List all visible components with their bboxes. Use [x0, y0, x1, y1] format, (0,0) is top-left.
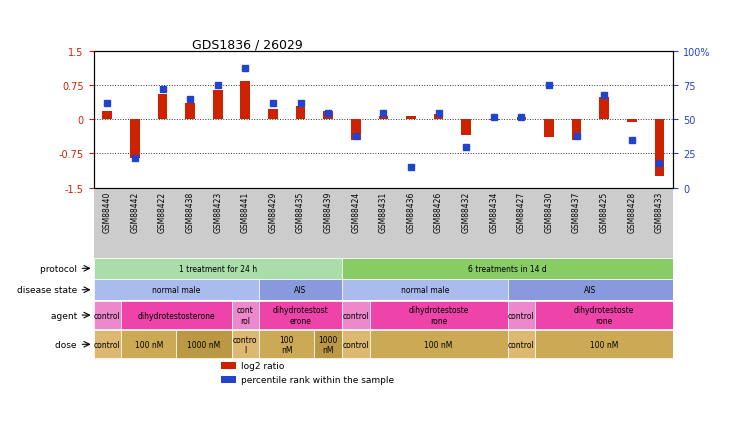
FancyBboxPatch shape — [370, 331, 508, 358]
FancyBboxPatch shape — [232, 331, 259, 358]
Text: 100 nM: 100 nM — [424, 340, 453, 349]
Bar — [295, 106, 305, 120]
FancyBboxPatch shape — [94, 331, 121, 358]
Text: GDS1836 / 26029: GDS1836 / 26029 — [192, 38, 303, 51]
Text: 100 nM: 100 nM — [135, 340, 163, 349]
Bar — [627, 120, 637, 122]
Text: dihydrotestost
erone: dihydrotestost erone — [273, 306, 328, 325]
Text: 1 treatment for 24 h: 1 treatment for 24 h — [179, 264, 257, 273]
Text: GSM88425: GSM88425 — [600, 191, 609, 233]
Bar — [186, 104, 195, 120]
Text: GSM88439: GSM88439 — [324, 191, 333, 233]
Bar — [406, 116, 416, 120]
Bar — [241, 82, 250, 120]
Text: control: control — [343, 311, 369, 320]
FancyBboxPatch shape — [342, 301, 370, 329]
FancyBboxPatch shape — [259, 331, 314, 358]
Text: dose: dose — [55, 340, 80, 349]
Bar — [221, 376, 236, 383]
FancyBboxPatch shape — [535, 301, 673, 329]
Text: GSM88431: GSM88431 — [378, 191, 388, 233]
FancyBboxPatch shape — [508, 301, 535, 329]
Text: control: control — [94, 340, 120, 349]
Text: GSM88429: GSM88429 — [269, 191, 278, 233]
Text: control: control — [508, 311, 535, 320]
Bar — [462, 120, 471, 136]
Text: GSM88442: GSM88442 — [130, 191, 139, 233]
Text: GSM88435: GSM88435 — [296, 191, 305, 233]
Bar — [221, 362, 236, 369]
Bar — [102, 112, 112, 120]
Bar — [434, 115, 444, 120]
Bar — [158, 95, 168, 120]
FancyBboxPatch shape — [342, 331, 370, 358]
Text: disease state: disease state — [16, 286, 80, 295]
Text: percentile rank within the sample: percentile rank within the sample — [242, 375, 394, 384]
Text: GSM88438: GSM88438 — [186, 191, 194, 233]
Bar — [213, 91, 223, 120]
Text: GSM88424: GSM88424 — [352, 191, 361, 233]
FancyBboxPatch shape — [314, 331, 342, 358]
Bar — [378, 116, 388, 120]
FancyBboxPatch shape — [259, 301, 342, 329]
Text: GSM88437: GSM88437 — [572, 191, 581, 233]
FancyBboxPatch shape — [370, 301, 508, 329]
Text: dihydrotestoste
rone: dihydrotestoste rone — [574, 306, 634, 325]
Text: GSM88422: GSM88422 — [158, 191, 167, 233]
Text: protocol: protocol — [40, 264, 80, 273]
Text: AIS: AIS — [295, 286, 307, 295]
Text: 1000 nM: 1000 nM — [187, 340, 221, 349]
Text: agent: agent — [51, 311, 80, 320]
FancyBboxPatch shape — [94, 259, 342, 279]
Text: 1000
nM: 1000 nM — [319, 335, 338, 354]
Bar — [654, 120, 664, 177]
Bar — [517, 118, 526, 120]
FancyBboxPatch shape — [121, 301, 232, 329]
FancyBboxPatch shape — [342, 280, 508, 300]
FancyBboxPatch shape — [508, 331, 535, 358]
Text: dihydrotestosterone: dihydrotestosterone — [138, 311, 215, 320]
Text: AIS: AIS — [584, 286, 596, 295]
Text: normal male: normal male — [401, 286, 449, 295]
FancyBboxPatch shape — [259, 280, 342, 300]
Bar — [323, 112, 333, 120]
Text: 100
nM: 100 nM — [280, 335, 294, 354]
Text: GSM88440: GSM88440 — [102, 191, 111, 233]
Text: control: control — [94, 311, 120, 320]
FancyBboxPatch shape — [508, 280, 673, 300]
Text: GSM88427: GSM88427 — [517, 191, 526, 233]
Bar — [571, 120, 581, 141]
Text: GSM88432: GSM88432 — [462, 191, 470, 233]
Text: GSM88436: GSM88436 — [406, 191, 415, 233]
Text: GSM88433: GSM88433 — [655, 191, 664, 233]
FancyBboxPatch shape — [94, 280, 259, 300]
Text: contro
l: contro l — [233, 335, 257, 354]
Text: 100 nM: 100 nM — [590, 340, 619, 349]
Text: GSM88430: GSM88430 — [545, 191, 554, 233]
Text: GSM88441: GSM88441 — [241, 191, 250, 233]
Text: GSM88423: GSM88423 — [213, 191, 222, 233]
Text: GSM88426: GSM88426 — [434, 191, 443, 233]
Text: control: control — [343, 340, 369, 349]
Bar — [268, 110, 278, 120]
Text: normal male: normal male — [152, 286, 200, 295]
FancyBboxPatch shape — [535, 331, 673, 358]
Bar — [130, 120, 140, 158]
Text: control: control — [508, 340, 535, 349]
Text: GSM88428: GSM88428 — [628, 191, 637, 233]
FancyBboxPatch shape — [121, 331, 177, 358]
Text: cont
rol: cont rol — [237, 306, 254, 325]
Bar — [489, 120, 499, 121]
FancyBboxPatch shape — [232, 301, 259, 329]
Text: log2 ratio: log2 ratio — [242, 362, 285, 370]
Text: dihydrotestoste
rone: dihydrotestoste rone — [408, 306, 469, 325]
Text: 6 treatments in 14 d: 6 treatments in 14 d — [468, 264, 547, 273]
FancyBboxPatch shape — [177, 331, 232, 358]
Bar — [351, 120, 361, 141]
Text: GSM88434: GSM88434 — [489, 191, 498, 233]
Bar — [544, 120, 554, 137]
Bar — [599, 97, 609, 120]
FancyBboxPatch shape — [342, 259, 673, 279]
FancyBboxPatch shape — [94, 301, 121, 329]
